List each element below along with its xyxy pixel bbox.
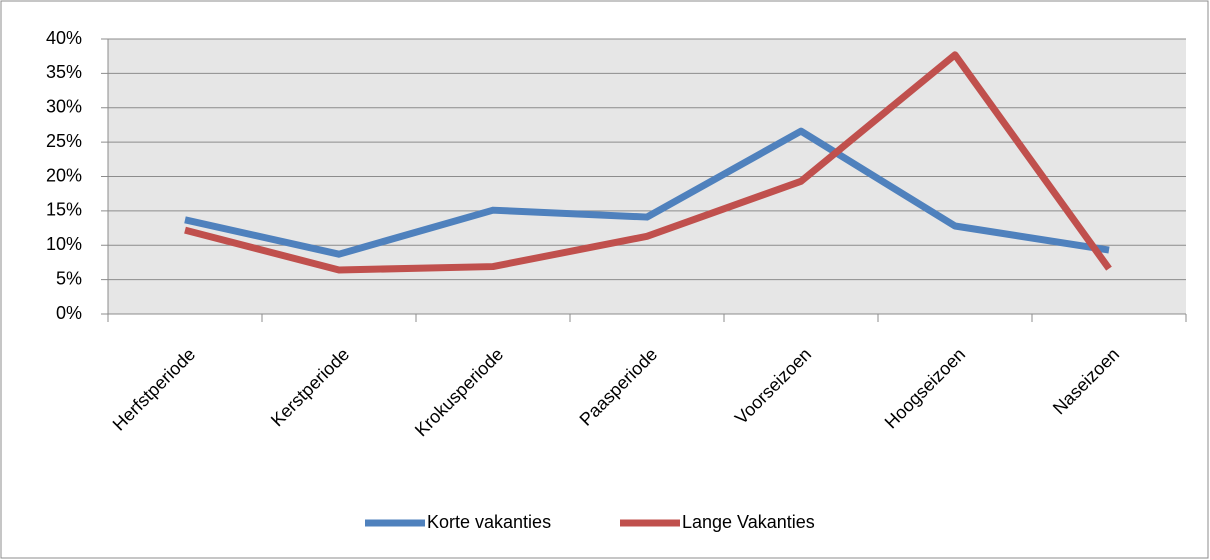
y-tick-label: 10% xyxy=(46,234,82,254)
series-line xyxy=(184,51,1112,274)
legend-label: Lange Vakanties xyxy=(682,512,815,532)
y-tick-label: 15% xyxy=(46,200,82,220)
y-tick-label: 0% xyxy=(56,303,82,323)
y-tick-label: 5% xyxy=(56,268,82,288)
y-tick-label: 25% xyxy=(46,131,82,151)
series-line xyxy=(184,127,1110,258)
y-tick-label: 30% xyxy=(46,97,82,117)
y-tick-label: 40% xyxy=(46,28,82,48)
y-tick-label: 35% xyxy=(46,62,82,82)
legend-label: Korte vakanties xyxy=(427,512,551,532)
y-tick-label: 20% xyxy=(46,165,82,185)
